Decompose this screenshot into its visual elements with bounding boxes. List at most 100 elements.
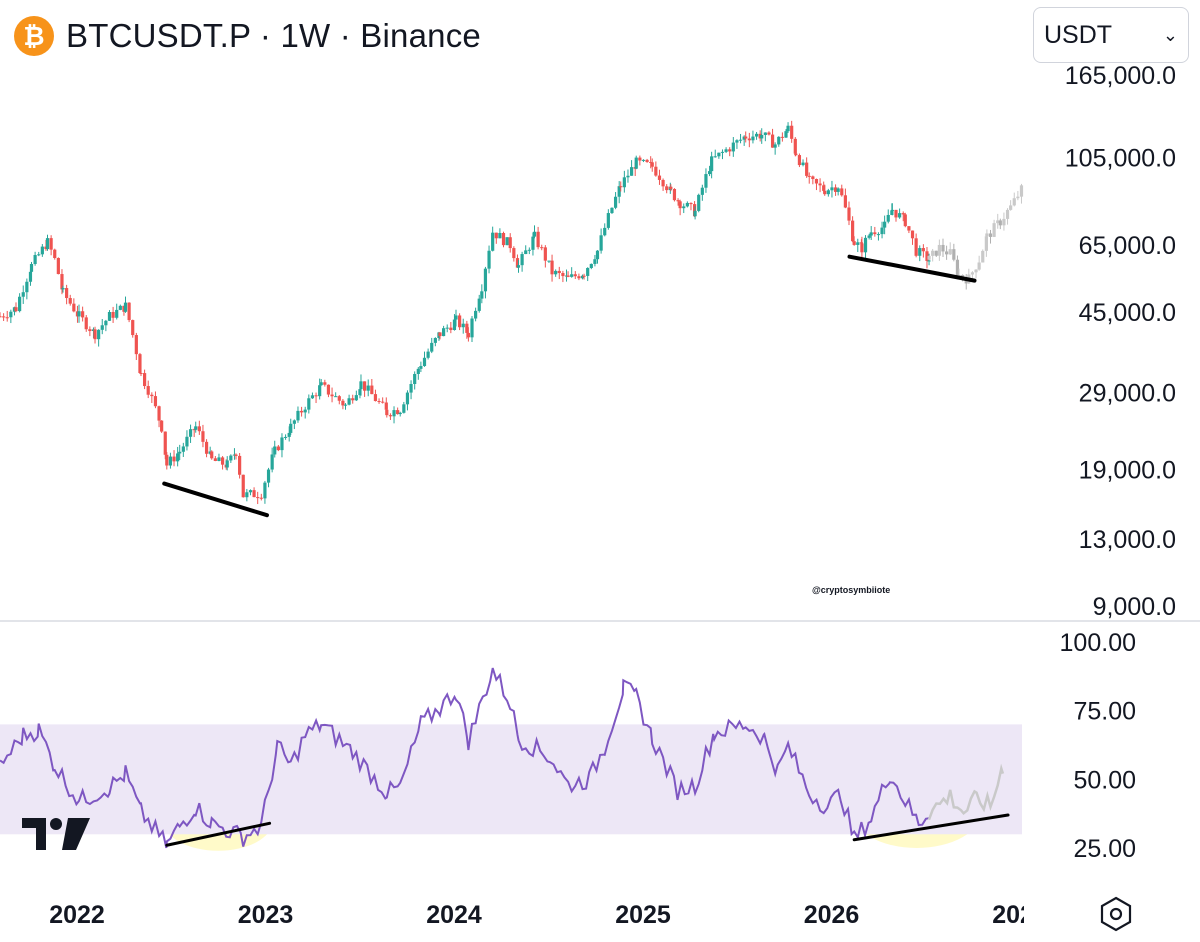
candle xyxy=(822,185,826,191)
candle xyxy=(622,177,626,188)
candle xyxy=(65,288,69,299)
candle xyxy=(818,183,822,186)
candle xyxy=(863,237,868,253)
price-divergence-line-2[interactable] xyxy=(847,254,977,283)
candle xyxy=(280,437,284,451)
candle xyxy=(786,125,790,132)
candle xyxy=(123,302,128,312)
bitcoin-icon: ₿ xyxy=(14,16,54,56)
projection-candle xyxy=(945,251,949,255)
candle xyxy=(88,329,92,332)
candle xyxy=(744,136,748,139)
candle xyxy=(276,446,280,451)
candle xyxy=(168,456,173,466)
candle xyxy=(898,213,902,218)
projection-candle xyxy=(984,236,988,251)
candle xyxy=(381,401,385,403)
candle xyxy=(595,250,600,260)
currency-select[interactable]: USDT ⌄ xyxy=(1033,7,1189,63)
projection-candle xyxy=(998,220,1002,226)
candle xyxy=(613,196,618,208)
projection-candle xyxy=(957,275,961,277)
price-divergence-line-1[interactable] xyxy=(162,481,269,518)
candle xyxy=(5,317,9,319)
candle xyxy=(836,188,840,192)
candle xyxy=(9,311,13,318)
rsi-axis-tick: 100.00 xyxy=(1060,629,1136,657)
candle xyxy=(118,305,122,310)
candle xyxy=(449,327,453,331)
projection-candle xyxy=(977,262,981,270)
symbol-title[interactable]: BTCUSDT.P · 1W · Binance xyxy=(66,17,481,54)
projection-candle xyxy=(1002,218,1006,226)
candle xyxy=(40,246,44,255)
candle xyxy=(385,409,389,416)
candle xyxy=(2,316,6,318)
rsi-axis-tick: 25.00 xyxy=(1073,835,1136,863)
candle xyxy=(751,136,755,141)
candle xyxy=(185,436,189,447)
rsi-divergence-line-1[interactable] xyxy=(165,821,272,847)
candle xyxy=(580,275,585,279)
candle xyxy=(197,426,201,432)
candle xyxy=(270,454,274,470)
candle xyxy=(458,315,462,328)
price-axis-tick: 19,000.0 xyxy=(1079,457,1176,485)
candle xyxy=(146,386,150,395)
candle xyxy=(573,274,577,277)
candle xyxy=(178,451,182,454)
candle xyxy=(738,139,743,141)
candle xyxy=(273,446,277,455)
candle xyxy=(790,125,794,139)
candle xyxy=(37,254,41,256)
candle xyxy=(163,431,167,455)
price-axis-tick: 165,000.0 xyxy=(1065,62,1176,90)
candle xyxy=(693,210,697,217)
candle xyxy=(283,436,288,438)
projection-candle xyxy=(1016,196,1020,199)
candle xyxy=(797,155,802,166)
projection-candle xyxy=(934,250,938,256)
candle xyxy=(847,207,851,221)
projection-candle xyxy=(955,259,960,276)
candle xyxy=(524,250,528,255)
candle xyxy=(201,431,205,442)
candle xyxy=(263,482,267,499)
candle xyxy=(707,171,712,175)
candle xyxy=(210,451,214,459)
candle xyxy=(561,273,565,277)
candle xyxy=(153,396,158,407)
hexagon-settings-icon[interactable] xyxy=(1096,894,1136,934)
candle xyxy=(760,134,764,139)
candle xyxy=(589,263,593,268)
candle xyxy=(717,152,721,157)
candle xyxy=(554,270,558,275)
price-axis-tick: 13,000.0 xyxy=(1079,526,1176,554)
candle xyxy=(894,209,898,218)
candle xyxy=(747,138,751,141)
candle xyxy=(867,235,871,238)
candle xyxy=(731,142,735,152)
projection-candle xyxy=(988,233,993,237)
rsi-axis-tick: 75.00 xyxy=(1073,698,1136,726)
candle xyxy=(833,187,838,192)
candle xyxy=(784,131,788,138)
rsi-divergence-line-2[interactable] xyxy=(852,813,1010,842)
candle xyxy=(426,351,430,358)
candle xyxy=(303,409,307,413)
candle xyxy=(903,214,907,227)
candle xyxy=(405,392,410,405)
candle xyxy=(49,238,53,250)
candle xyxy=(77,311,81,317)
candle xyxy=(172,456,176,462)
candle xyxy=(21,292,25,297)
candle xyxy=(359,381,363,390)
candle xyxy=(142,373,147,387)
candle xyxy=(704,174,708,188)
candle xyxy=(682,206,686,209)
candle xyxy=(508,237,512,249)
candle xyxy=(60,274,64,290)
candle xyxy=(650,162,654,167)
candle xyxy=(480,291,484,299)
